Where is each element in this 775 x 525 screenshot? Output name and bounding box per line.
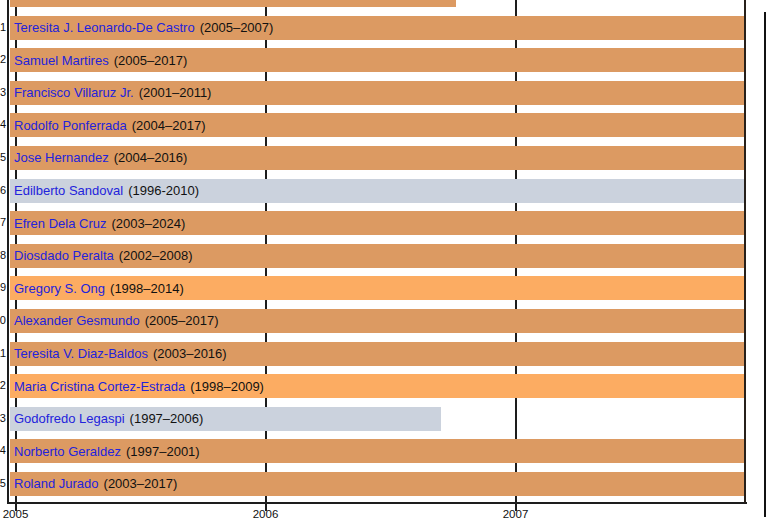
justice-name-link[interactable]: Norberto Geraldez [14,444,121,459]
timeline-bar-row-13: Godofredo Legaspi (1997–2006) [10,407,441,431]
row-number-label: 12 [0,379,6,391]
justice-name-link[interactable]: Samuel Martires [14,53,109,68]
term-years-label: (2005–2007) [200,20,274,35]
row-number-label: 1 [0,21,6,33]
timeline-bar-row-9: Gregory S. Ong (1998–2014) [10,276,745,300]
row-number-label: 8 [0,249,6,261]
justice-name-link[interactable]: Efren Dela Cruz [14,216,106,231]
term-years-label: (2003–2024) [111,216,185,231]
term-years-label: (2005–2017) [145,313,219,328]
justice-name-link[interactable]: Godofredo Legaspi [14,411,125,426]
timeline-bar-row-15: Roland Jurado (2003–2017) [10,472,745,496]
term-years-label: (2005–2017) [114,53,188,68]
row-number-label: 13 [0,412,6,424]
term-years-label: (2001–2011) [139,85,212,100]
justice-name-link[interactable]: Alexander Gesmundo [14,313,140,328]
justice-name-link[interactable]: Maria Cristina Cortez-Estrada [14,379,185,394]
justice-name-link[interactable]: Francisco Villaruz Jr. [14,85,134,100]
x-axis-tick-label-2005: 2005 [3,508,29,520]
term-years-label: (2003–2016) [153,346,227,361]
year-gridline-2008 [764,12,766,517]
justice-name-link[interactable]: Edilberto Sandoval [14,183,123,198]
timeline-bar-row-12: Maria Cristina Cortez-Estrada (1998–2009) [10,374,745,398]
justice-name-link[interactable]: Teresita J. Leonardo-De Castro [14,20,195,35]
row-number-label: 10 [0,314,6,326]
y-axis-line [7,0,9,504]
row-number-label: 5 [0,151,6,163]
timeline-bar-row-4: Rodolfo Ponferrada (2004–2017) [10,113,745,137]
row-number-label: 3 [0,86,6,98]
x-axis-line [7,502,747,504]
row-number-label: 9 [0,281,6,293]
row-number-label: 7 [0,216,6,228]
timeline-bar-row-5: Jose Hernandez (2004–2016) [10,146,745,170]
timeline-bar-row-7: Efren Dela Cruz (2003–2024) [10,211,745,235]
timeline-bar-row-11: Teresita V. Diaz-Baldos (2003–2016) [10,342,745,366]
row-number-label: 11 [0,347,6,359]
plot-right-frame-line [744,0,746,503]
row-number-label: 15 [0,477,6,489]
term-years-label: (1996-2010) [128,183,199,198]
timeline-bar-row-8: Diosdado Peralta (2002–2008) [10,244,745,268]
justice-name-link[interactable]: Diosdado Peralta [14,248,114,263]
timeline-bar-row-0 [10,0,456,7]
justice-name-link[interactable]: Teresita V. Diaz-Baldos [14,346,148,361]
term-years-label: (2002–2008) [119,248,193,263]
row-number-label: 2 [0,53,6,65]
row-number-label: 14 [0,444,6,456]
timeline-bar-row-1: Teresita J. Leonardo-De Castro (2005–2007… [10,16,745,40]
justice-name-link[interactable]: Rodolfo Ponferrada [14,118,127,133]
term-years-label: (2003–2017) [104,476,178,491]
justice-name-link[interactable]: Gregory S. Ong [14,281,105,296]
term-years-label: (2004–2016) [114,150,188,165]
timeline-bar-row-2: Samuel Martires (2005–2017) [10,48,745,72]
term-years-label: (1998–2009) [190,379,264,394]
timeline-bar-row-14: Norberto Geraldez (1997–2001) [10,439,745,463]
timeline-bar-row-10: Alexander Gesmundo (2005–2017) [10,309,745,333]
term-years-label: (1998–2014) [110,281,184,296]
x-axis-tick-label-2006: 2006 [253,508,279,520]
timeline-chart: Teresita J. Leonardo-De Castro (2005–2007… [0,0,775,525]
justice-name-link[interactable]: Roland Jurado [14,476,99,491]
x-axis-tick-label-2007: 2007 [503,508,529,520]
timeline-bar-row-3: Francisco Villaruz Jr. (2001–2011) [10,81,745,105]
timeline-bar-row-6: Edilberto Sandoval (1996-2010) [10,179,745,203]
row-number-label: 6 [0,184,6,196]
term-years-label: (2004–2017) [132,118,206,133]
term-years-label: (1997–2006) [130,411,204,426]
row-number-label: 4 [0,118,6,130]
term-years-label: (1997–2001) [126,444,200,459]
justice-name-link[interactable]: Jose Hernandez [14,150,109,165]
